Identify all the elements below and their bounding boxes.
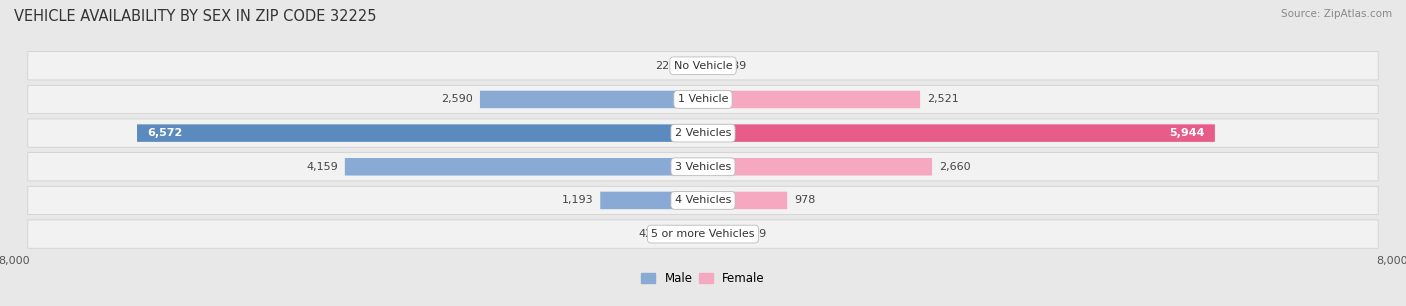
Text: 6,572: 6,572 [148, 128, 183, 138]
FancyBboxPatch shape [683, 57, 703, 75]
FancyBboxPatch shape [703, 225, 738, 243]
Text: 2,521: 2,521 [927, 95, 959, 104]
FancyBboxPatch shape [28, 186, 1378, 215]
Text: 5,944: 5,944 [1168, 128, 1205, 138]
Text: 225: 225 [655, 61, 676, 71]
FancyBboxPatch shape [136, 124, 703, 142]
FancyBboxPatch shape [600, 192, 703, 209]
Text: 1,193: 1,193 [562, 196, 593, 205]
FancyBboxPatch shape [479, 91, 703, 108]
FancyBboxPatch shape [703, 91, 920, 108]
FancyBboxPatch shape [28, 52, 1378, 80]
FancyBboxPatch shape [28, 119, 1378, 147]
Legend: Male, Female: Male, Female [637, 267, 769, 289]
Text: 1 Vehicle: 1 Vehicle [678, 95, 728, 104]
FancyBboxPatch shape [703, 124, 1215, 142]
Text: 2,660: 2,660 [939, 162, 970, 172]
FancyBboxPatch shape [28, 153, 1378, 181]
Text: 409: 409 [745, 229, 766, 239]
FancyBboxPatch shape [28, 220, 1378, 248]
Text: 978: 978 [794, 196, 815, 205]
FancyBboxPatch shape [703, 57, 720, 75]
FancyBboxPatch shape [703, 192, 787, 209]
FancyBboxPatch shape [703, 158, 932, 176]
Text: No Vehicle: No Vehicle [673, 61, 733, 71]
Text: 3 Vehicles: 3 Vehicles [675, 162, 731, 172]
Text: VEHICLE AVAILABILITY BY SEX IN ZIP CODE 32225: VEHICLE AVAILABILITY BY SEX IN ZIP CODE … [14, 9, 377, 24]
Text: 2 Vehicles: 2 Vehicles [675, 128, 731, 138]
FancyBboxPatch shape [344, 158, 703, 176]
Text: Source: ZipAtlas.com: Source: ZipAtlas.com [1281, 9, 1392, 19]
FancyBboxPatch shape [666, 225, 703, 243]
Text: 189: 189 [725, 61, 748, 71]
Text: 4,159: 4,159 [307, 162, 337, 172]
Text: 4 Vehicles: 4 Vehicles [675, 196, 731, 205]
Text: 5 or more Vehicles: 5 or more Vehicles [651, 229, 755, 239]
FancyBboxPatch shape [28, 85, 1378, 114]
Text: 2,590: 2,590 [441, 95, 472, 104]
Text: 425: 425 [638, 229, 659, 239]
